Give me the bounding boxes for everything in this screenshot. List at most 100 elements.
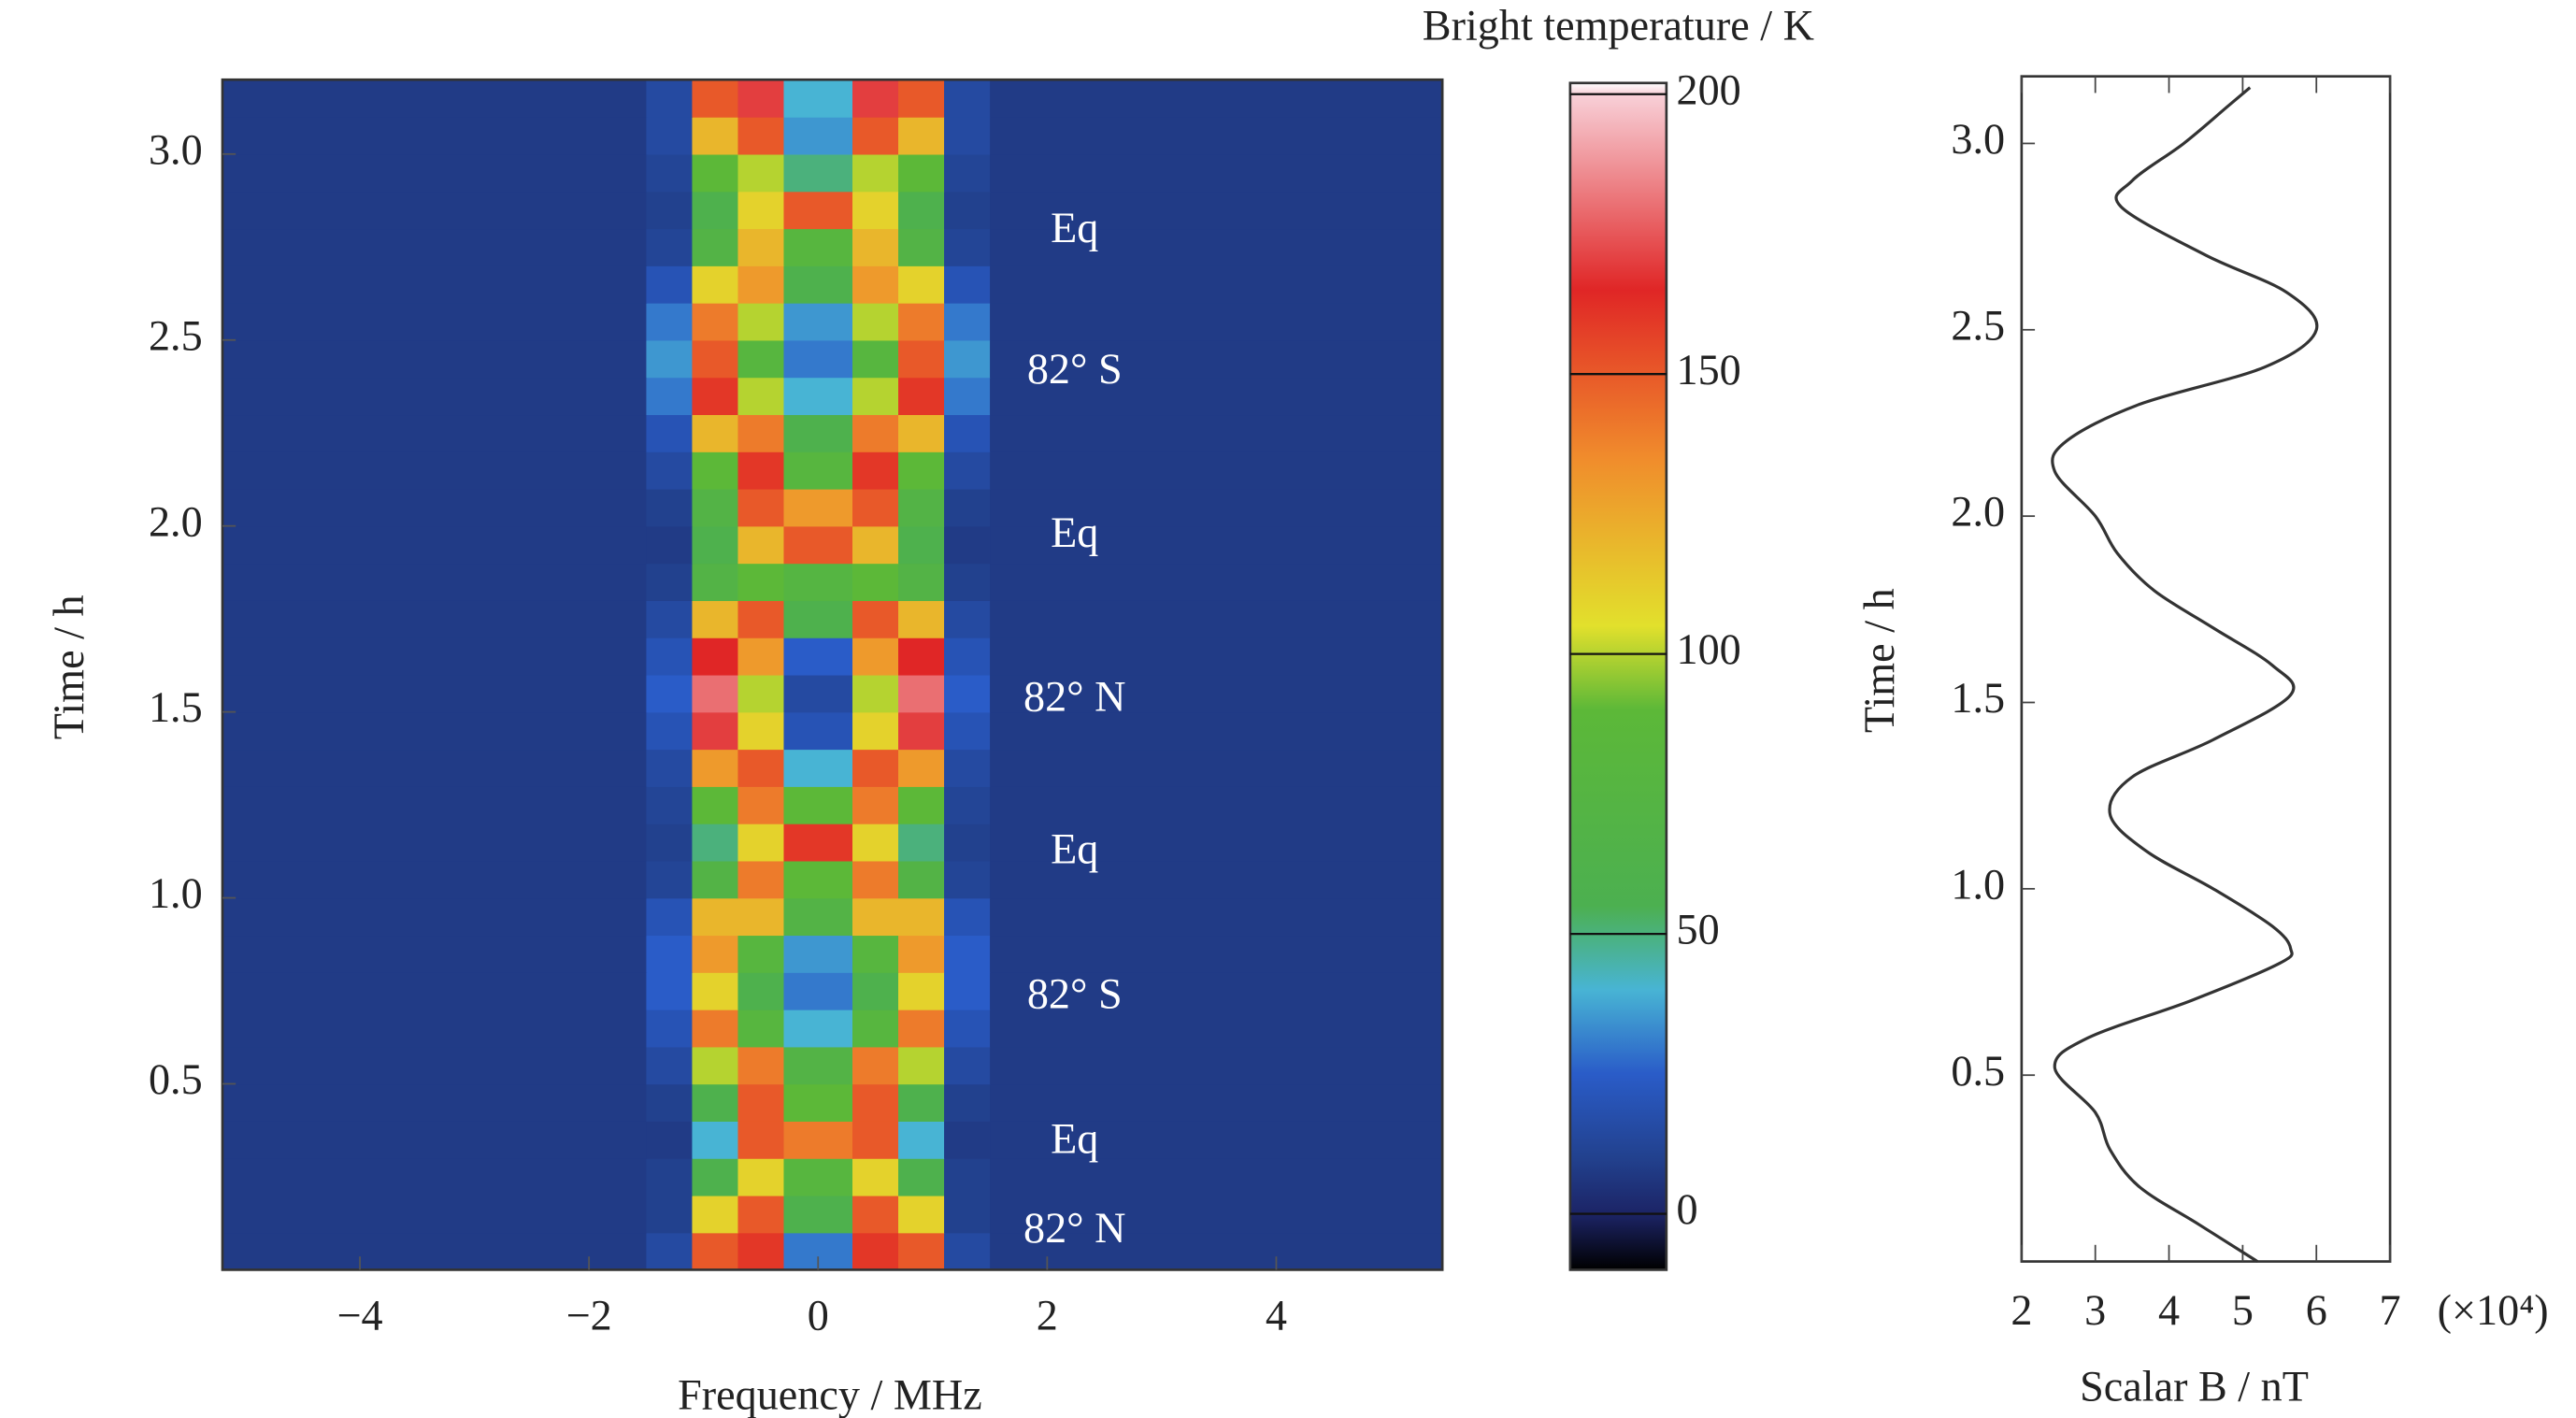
heat-cell bbox=[646, 935, 694, 973]
x-tick-label: 4 bbox=[2158, 1286, 2180, 1334]
heat-cell bbox=[737, 451, 785, 490]
colorbar-title: Bright temperature / K bbox=[1423, 2, 1814, 50]
heat-cell bbox=[898, 451, 945, 490]
heat-cell bbox=[783, 600, 853, 638]
heat-cell bbox=[898, 117, 945, 155]
colorbar-tick-label: 0 bbox=[1677, 1185, 1698, 1233]
heat-cell bbox=[737, 153, 785, 193]
annotation: Eq bbox=[1051, 1115, 1098, 1163]
heat-cell bbox=[222, 525, 648, 565]
heat-cell bbox=[646, 711, 694, 751]
x-tick-label: 6 bbox=[2306, 1286, 2327, 1334]
heat-cell bbox=[737, 786, 785, 824]
heat-cell bbox=[852, 1121, 899, 1159]
heat-cell bbox=[737, 488, 785, 527]
heat-cell bbox=[852, 637, 899, 676]
heat-cell bbox=[692, 749, 739, 787]
heat-cell bbox=[990, 117, 1443, 155]
heat-cell bbox=[898, 600, 945, 638]
heat-cell bbox=[898, 1046, 945, 1085]
heat-cell bbox=[646, 302, 694, 341]
heat-cell bbox=[692, 302, 739, 341]
heat-cell bbox=[783, 711, 853, 751]
heat-cell bbox=[852, 749, 899, 787]
heat-cell bbox=[222, 674, 648, 713]
heat-cell bbox=[646, 1232, 694, 1271]
heat-cell bbox=[944, 749, 991, 787]
x-axis-label: Scalar B / nT bbox=[2080, 1363, 2309, 1411]
y-tick-label: 2.5 bbox=[149, 311, 203, 359]
heat-cell bbox=[944, 525, 991, 565]
x-tick-label: 2 bbox=[1037, 1291, 1058, 1339]
heat-cell bbox=[898, 228, 945, 266]
heat-cell bbox=[737, 265, 785, 304]
heat-cell bbox=[737, 228, 785, 266]
heat-cell bbox=[898, 79, 945, 118]
heat-cell bbox=[944, 488, 991, 527]
colorbar bbox=[1568, 81, 1668, 1271]
heat-cell bbox=[692, 1158, 739, 1196]
heat-cell bbox=[692, 1009, 739, 1048]
heat-cell bbox=[898, 749, 945, 787]
heat-cell bbox=[737, 711, 785, 751]
heat-cell bbox=[944, 1046, 991, 1085]
colorbar-tick-label: 100 bbox=[1677, 625, 1741, 673]
heat-cell bbox=[646, 488, 694, 527]
heat-cell bbox=[990, 1195, 1443, 1234]
heat-cell bbox=[737, 1195, 785, 1234]
heat-cell bbox=[990, 265, 1443, 304]
heat-cell bbox=[852, 1046, 899, 1085]
heat-cell bbox=[692, 860, 739, 899]
heat-cell bbox=[783, 823, 853, 862]
heat-cell bbox=[852, 935, 899, 973]
heat-cell bbox=[783, 897, 853, 937]
y-tick-label: 1.0 bbox=[149, 869, 203, 917]
heat-cell bbox=[222, 1083, 648, 1122]
heat-cell bbox=[646, 897, 694, 937]
heat-cell bbox=[944, 117, 991, 155]
heat-cell bbox=[646, 339, 694, 379]
colorbar-tick-label: 200 bbox=[1677, 65, 1741, 113]
heat-cell bbox=[222, 860, 648, 899]
heat-cell bbox=[222, 1009, 648, 1048]
heat-cell bbox=[692, 265, 739, 304]
heat-cell bbox=[944, 1195, 991, 1234]
heat-cell bbox=[737, 897, 785, 937]
heat-cell bbox=[898, 563, 945, 601]
heat-cell bbox=[222, 786, 648, 824]
heat-cell bbox=[852, 972, 899, 1010]
heat-cell bbox=[898, 153, 945, 193]
heat-cell bbox=[783, 302, 853, 341]
heat-cell bbox=[898, 525, 945, 565]
heat-cell bbox=[898, 377, 945, 416]
heat-cell bbox=[737, 339, 785, 379]
heat-cell bbox=[990, 897, 1443, 937]
heat-cell bbox=[692, 525, 739, 565]
heat-cell bbox=[737, 935, 785, 973]
heat-cell bbox=[990, 525, 1443, 565]
heat-cell bbox=[646, 117, 694, 155]
heat-cell bbox=[944, 1009, 991, 1048]
heat-cell bbox=[783, 377, 853, 416]
annotation: 82° N bbox=[1023, 1204, 1126, 1252]
heat-cell bbox=[692, 451, 739, 490]
heat-cell bbox=[852, 1195, 899, 1234]
heat-cell bbox=[783, 79, 853, 118]
heat-cell bbox=[944, 153, 991, 193]
heat-cell bbox=[944, 823, 991, 862]
heat-cell bbox=[852, 79, 899, 118]
heat-cell bbox=[737, 1046, 785, 1085]
y-tick-label: 3.0 bbox=[1951, 115, 2005, 163]
heat-cell bbox=[692, 1121, 739, 1159]
heat-cell bbox=[944, 1121, 991, 1159]
heat-cell bbox=[646, 79, 694, 118]
annotation: 82° S bbox=[1027, 970, 1123, 1018]
heat-cell bbox=[737, 674, 785, 713]
heat-cell bbox=[692, 674, 739, 713]
heat-cell bbox=[692, 191, 739, 230]
heat-cell bbox=[692, 1046, 739, 1085]
heat-cell bbox=[222, 488, 648, 527]
heat-cell bbox=[737, 823, 785, 862]
heat-cell bbox=[646, 153, 694, 193]
